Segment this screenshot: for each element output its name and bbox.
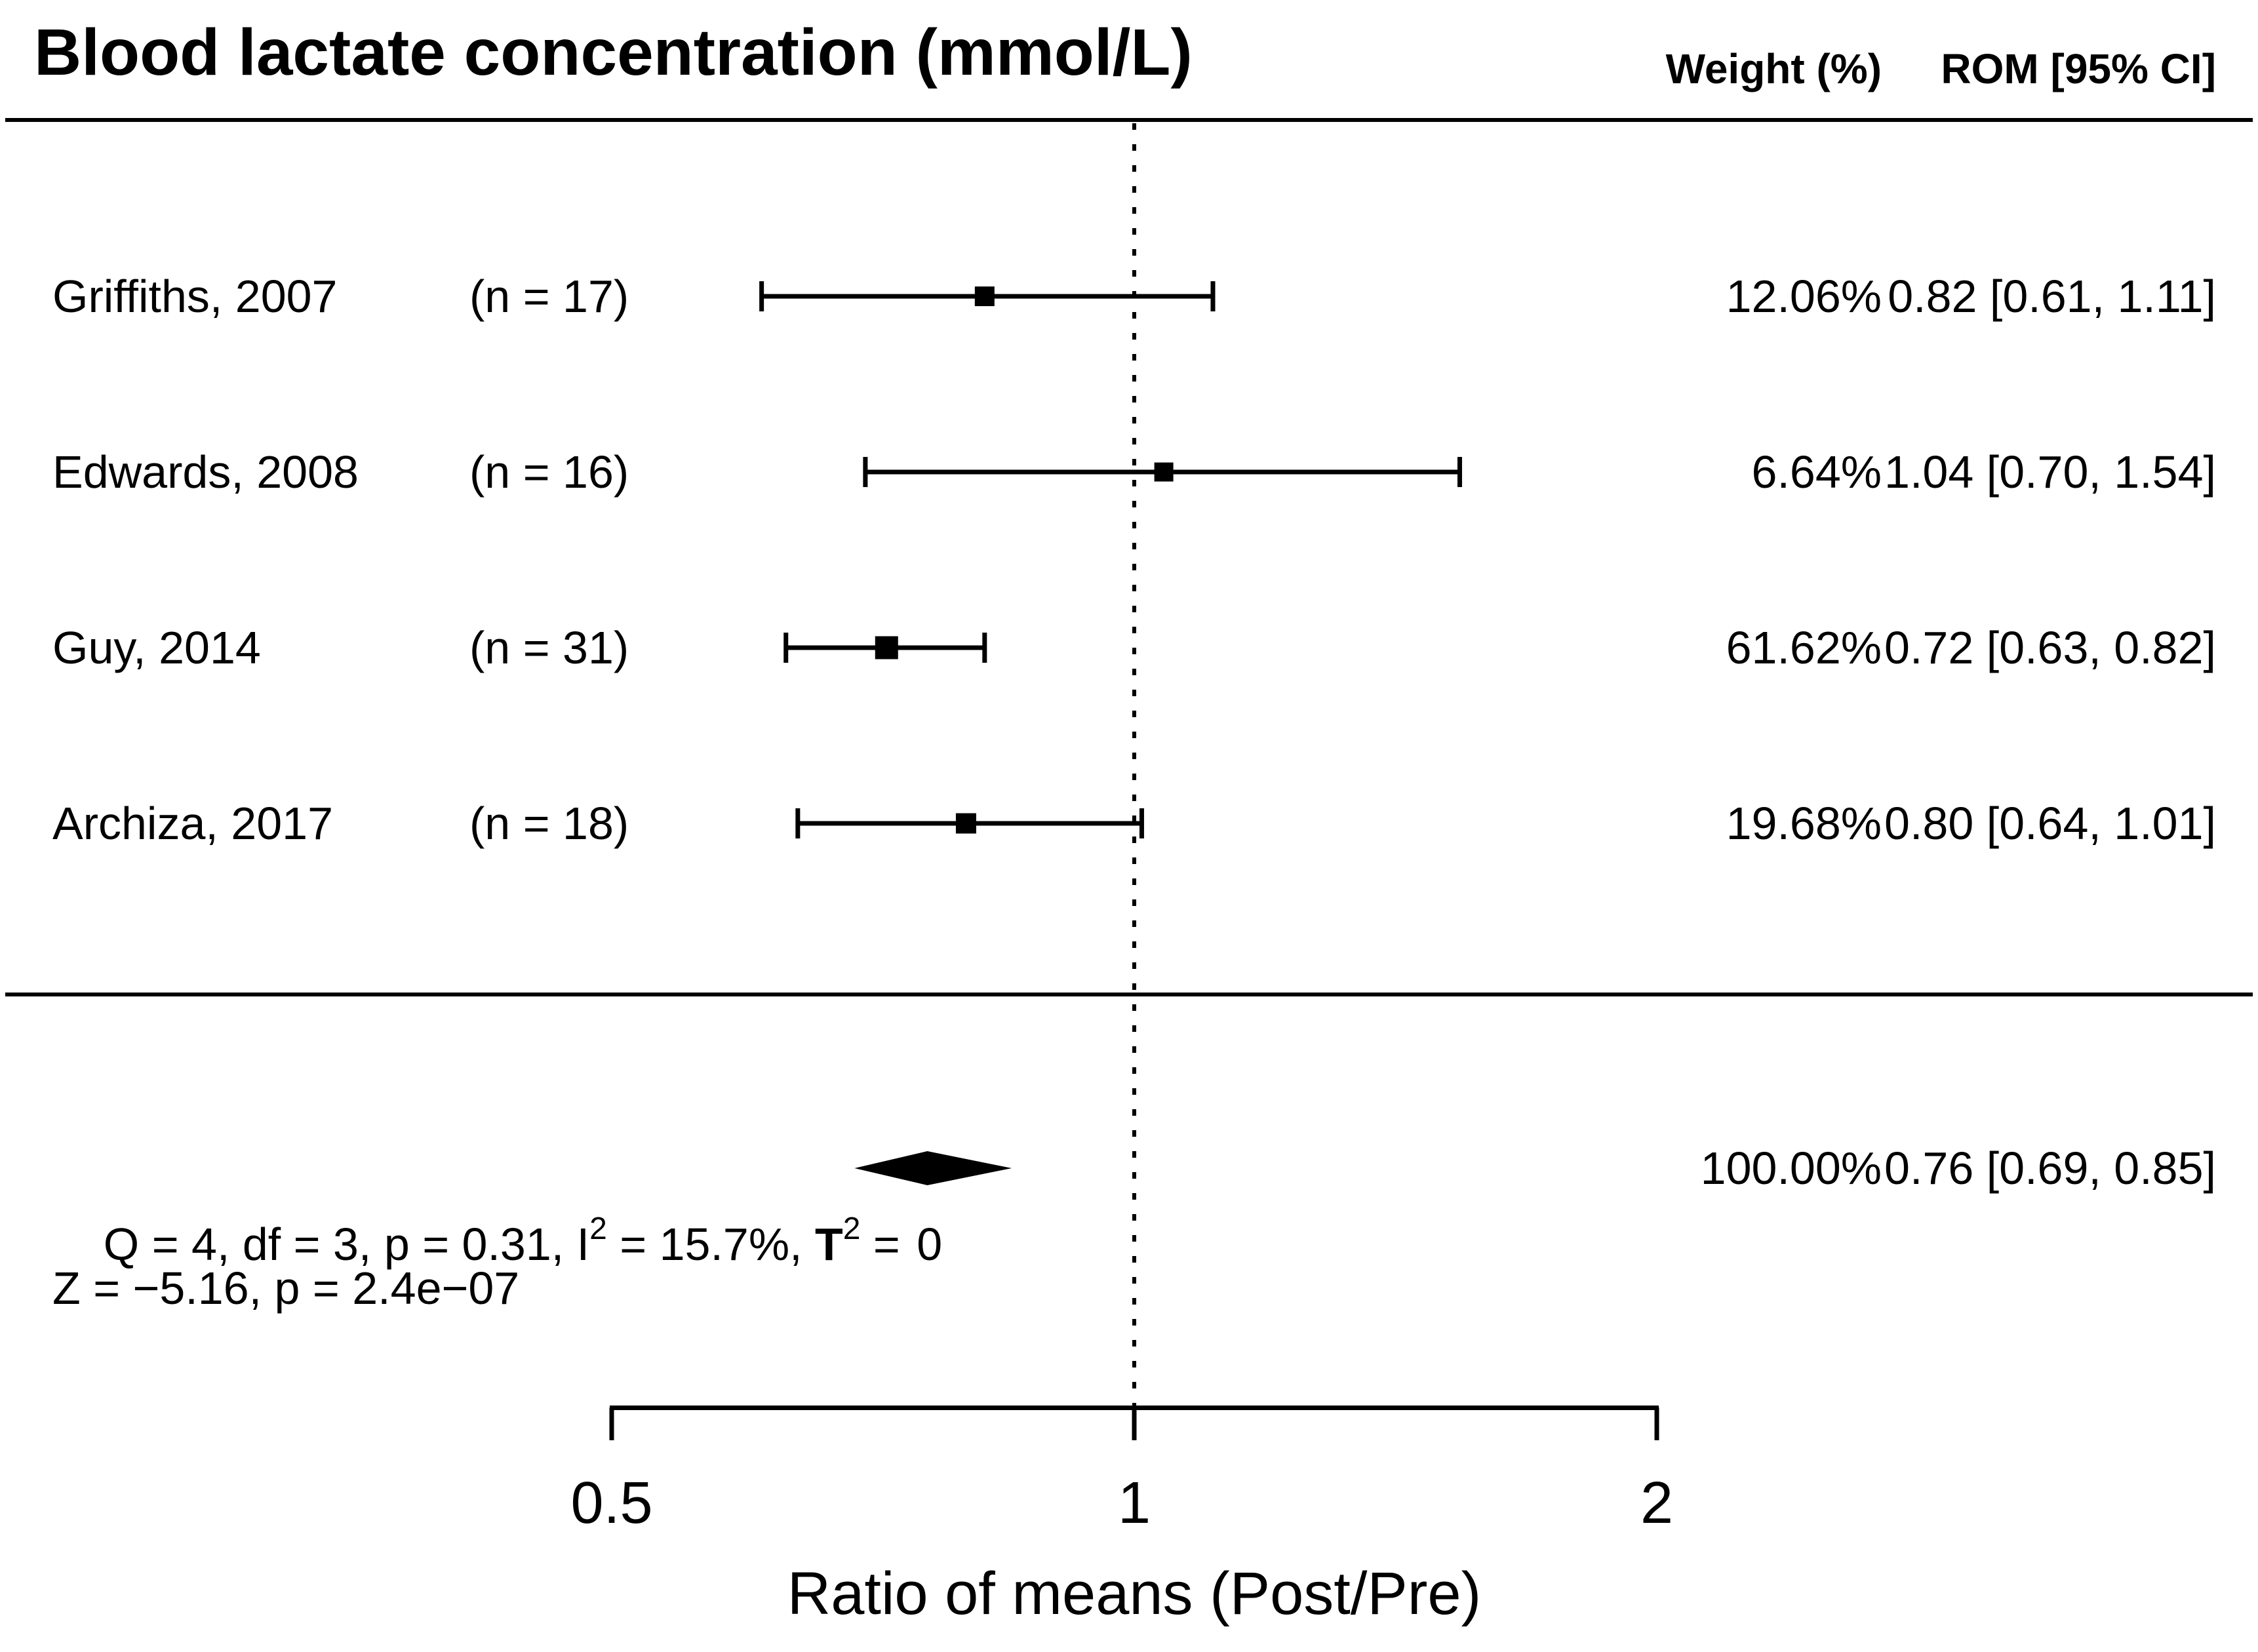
het-q-text: Q = 4, df = 3, p = 0.31, I bbox=[103, 1219, 590, 1270]
x-axis-tick bbox=[609, 1407, 614, 1440]
column-header-rom: ROM [95% CI] bbox=[1941, 45, 2216, 92]
page-title: Blood lactate concentration (mmol/L) bbox=[34, 16, 1193, 89]
x-axis-tick-label: 1 bbox=[1117, 1470, 1151, 1536]
study-label: Griffiths, 2007 bbox=[52, 271, 338, 322]
study-label: Edwards, 2008 bbox=[52, 446, 359, 498]
het-tau-superscript: 2 bbox=[842, 1211, 861, 1246]
x-axis-tick bbox=[1132, 1407, 1137, 1440]
rom-ci-value: 1.04 [0.70, 1.54] bbox=[1884, 446, 2216, 498]
het-i2-value-text: = 15.7%, bbox=[606, 1219, 815, 1270]
ci-cap-low bbox=[795, 808, 801, 838]
x-axis-tick-label: 2 bbox=[1640, 1470, 1674, 1536]
rom-ci-value: 0.72 [0.63, 0.82] bbox=[1884, 622, 2216, 673]
header-rule bbox=[5, 118, 2253, 122]
ci-cap-high bbox=[1457, 457, 1462, 487]
study-label: Guy, 2014 bbox=[52, 622, 261, 673]
summary-rom-ci-value: 0.76 [0.69, 0.85] bbox=[1884, 1143, 2216, 1194]
weight-value: 6.64% bbox=[1751, 446, 1882, 498]
summary-diamond bbox=[854, 1151, 1012, 1185]
column-header-weight: Weight (%) bbox=[1665, 45, 1882, 92]
x-axis-title: Ratio of means (Post/Pre) bbox=[787, 1560, 1482, 1627]
het-i2-superscript: 2 bbox=[589, 1211, 607, 1246]
ci-cap-low bbox=[783, 633, 789, 663]
x-axis-tick-label: 0.5 bbox=[570, 1470, 653, 1536]
effect-square bbox=[1154, 462, 1174, 482]
weight-value: 19.68% bbox=[1726, 798, 1882, 849]
sample-size-label: (n = 17) bbox=[469, 271, 629, 322]
ci-cap-high bbox=[982, 633, 987, 663]
ci-cap-low bbox=[863, 457, 868, 487]
effect-square bbox=[875, 636, 898, 659]
tau2-value: 0 bbox=[917, 1219, 943, 1270]
study-label: Archiza, 2017 bbox=[52, 798, 334, 849]
ci-cap-low bbox=[759, 281, 764, 311]
sample-size-label: (n = 31) bbox=[469, 622, 629, 673]
het-tau-symbol: T bbox=[814, 1219, 843, 1270]
rom-ci-value: 0.82 [0.61, 1.11] bbox=[1888, 271, 2216, 322]
weight-value: 61.62% bbox=[1726, 622, 1882, 673]
summary-weight-value: 100.00% bbox=[1700, 1143, 1882, 1194]
x-axis-tick bbox=[1654, 1407, 1659, 1440]
sample-size-label: (n = 16) bbox=[469, 446, 629, 498]
ci-cap-high bbox=[1210, 281, 1216, 311]
weight-value: 12.06% bbox=[1726, 271, 1882, 322]
ci-cap-high bbox=[1139, 808, 1144, 838]
het-tau-equals: = bbox=[860, 1219, 913, 1270]
effect-square bbox=[974, 286, 995, 306]
overall-effect-test-text: Z = −5.16, p = 2.4e−07 bbox=[52, 1263, 520, 1314]
heterogeneity-text: Q = 4, df = 3, p = 0.31, I2 = 15.7%, T2 … bbox=[52, 1130, 942, 1270]
effect-square bbox=[955, 813, 976, 834]
sample-size-label: (n = 18) bbox=[469, 798, 629, 849]
rom-ci-value: 0.80 [0.64, 1.01] bbox=[1884, 798, 2216, 849]
summary-separator-rule bbox=[5, 993, 2253, 996]
